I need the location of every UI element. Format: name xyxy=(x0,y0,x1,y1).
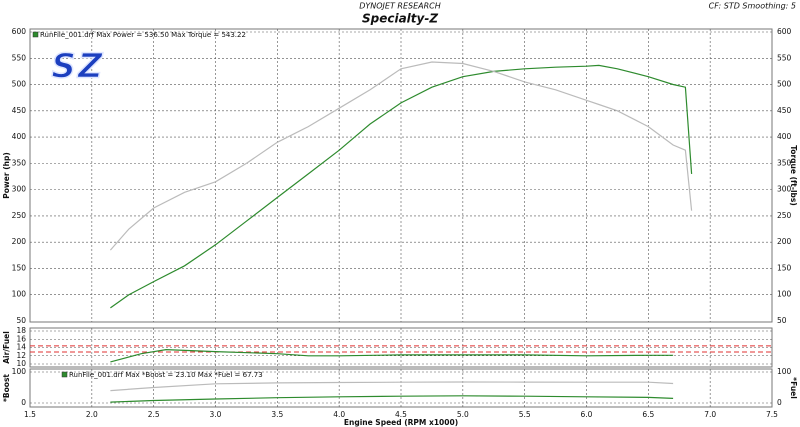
y2-tick-label: 150 xyxy=(777,263,792,272)
y2-tick-label: 450 xyxy=(777,106,792,115)
y-tick-label: 100 xyxy=(12,367,27,376)
chart-title: DYNOJET RESEARCH xyxy=(359,2,441,11)
y2-axis-label: *Fuel xyxy=(789,377,798,399)
y2-tick-label: 100 xyxy=(777,367,792,376)
y-tick-label: 18 xyxy=(16,326,26,335)
y-tick-label: 150 xyxy=(12,263,27,272)
y-tick-label: 50 xyxy=(16,316,26,325)
x-tick-label: 7.5 xyxy=(766,410,778,419)
x-tick-label: 6.5 xyxy=(642,410,654,419)
x-tick-label: 3.5 xyxy=(271,410,283,419)
y-tick-label: 300 xyxy=(12,185,27,194)
logo: SZ xyxy=(51,47,104,87)
y-tick-label: 400 xyxy=(12,132,27,141)
y-tick-label: 250 xyxy=(12,211,27,220)
y-axis-label: *Boost xyxy=(2,374,11,402)
y-tick-label: 550 xyxy=(12,53,27,62)
x-tick-label: 2.0 xyxy=(86,410,98,419)
y-tick-label: 10 xyxy=(16,359,26,368)
chart-subtitle: Specialty-Z xyxy=(362,12,438,26)
x-tick-label: 7.0 xyxy=(704,410,716,419)
series-line xyxy=(110,381,674,392)
x-tick-label: 3.0 xyxy=(210,410,222,419)
x-tick-label: 2.5 xyxy=(148,410,160,419)
y2-tick-label: 600 xyxy=(777,27,792,36)
y-tick-label: 500 xyxy=(12,80,27,89)
y-tick-label: 600 xyxy=(12,27,27,36)
legend-text: RunFile_001.drf Max Power = 536.50 Max T… xyxy=(40,31,246,39)
y-axis-label: Air/Fuel xyxy=(2,331,11,364)
legend-text: RunFile_001.drf Max *Boost = 23.10 Max *… xyxy=(69,371,263,379)
y-tick-label: 0 xyxy=(21,398,26,407)
settings-note: CF: STD Smoothing: 5 xyxy=(709,2,796,11)
series-line xyxy=(110,348,674,363)
y2-tick-label: 400 xyxy=(777,132,792,141)
y-tick-label: 100 xyxy=(12,290,27,299)
x-tick-label: 1.5 xyxy=(24,410,36,419)
y2-tick-label: 200 xyxy=(777,237,792,246)
x-tick-label: 4.5 xyxy=(395,410,407,419)
y-tick-label: 14 xyxy=(16,343,26,352)
legend-swatch xyxy=(61,371,68,378)
y2-tick-label: 550 xyxy=(777,53,792,62)
x-axis-label: Engine Speed (RPM x1000) xyxy=(344,418,458,427)
y-tick-label: 450 xyxy=(12,106,27,115)
x-tick-label: 5.0 xyxy=(457,410,469,419)
series-line xyxy=(109,61,693,251)
x-tick-label: 5.5 xyxy=(519,410,531,419)
y-tick-label: 16 xyxy=(16,334,26,343)
y-tick-label: 350 xyxy=(12,158,27,167)
y-axis-label: Power (hp) xyxy=(2,152,11,199)
y-tick-label: 200 xyxy=(12,237,27,246)
series-line xyxy=(110,64,693,309)
x-tick-label: 6.0 xyxy=(581,410,593,419)
y2-tick-label: 250 xyxy=(777,211,792,220)
y2-tick-label: 0 xyxy=(777,398,782,407)
y2-axis-label: Torque (ft-lbs) xyxy=(789,145,798,206)
y2-tick-label: 300 xyxy=(777,185,792,194)
y2-tick-label: 350 xyxy=(777,158,792,167)
y2-tick-label: 50 xyxy=(777,316,787,325)
x-tick-label: 4.0 xyxy=(333,410,345,419)
series-line xyxy=(110,395,674,403)
y-tick-label: 12 xyxy=(16,351,26,360)
y2-tick-label: 100 xyxy=(777,290,792,299)
legend-swatch xyxy=(32,31,39,38)
y2-tick-label: 500 xyxy=(777,80,792,89)
